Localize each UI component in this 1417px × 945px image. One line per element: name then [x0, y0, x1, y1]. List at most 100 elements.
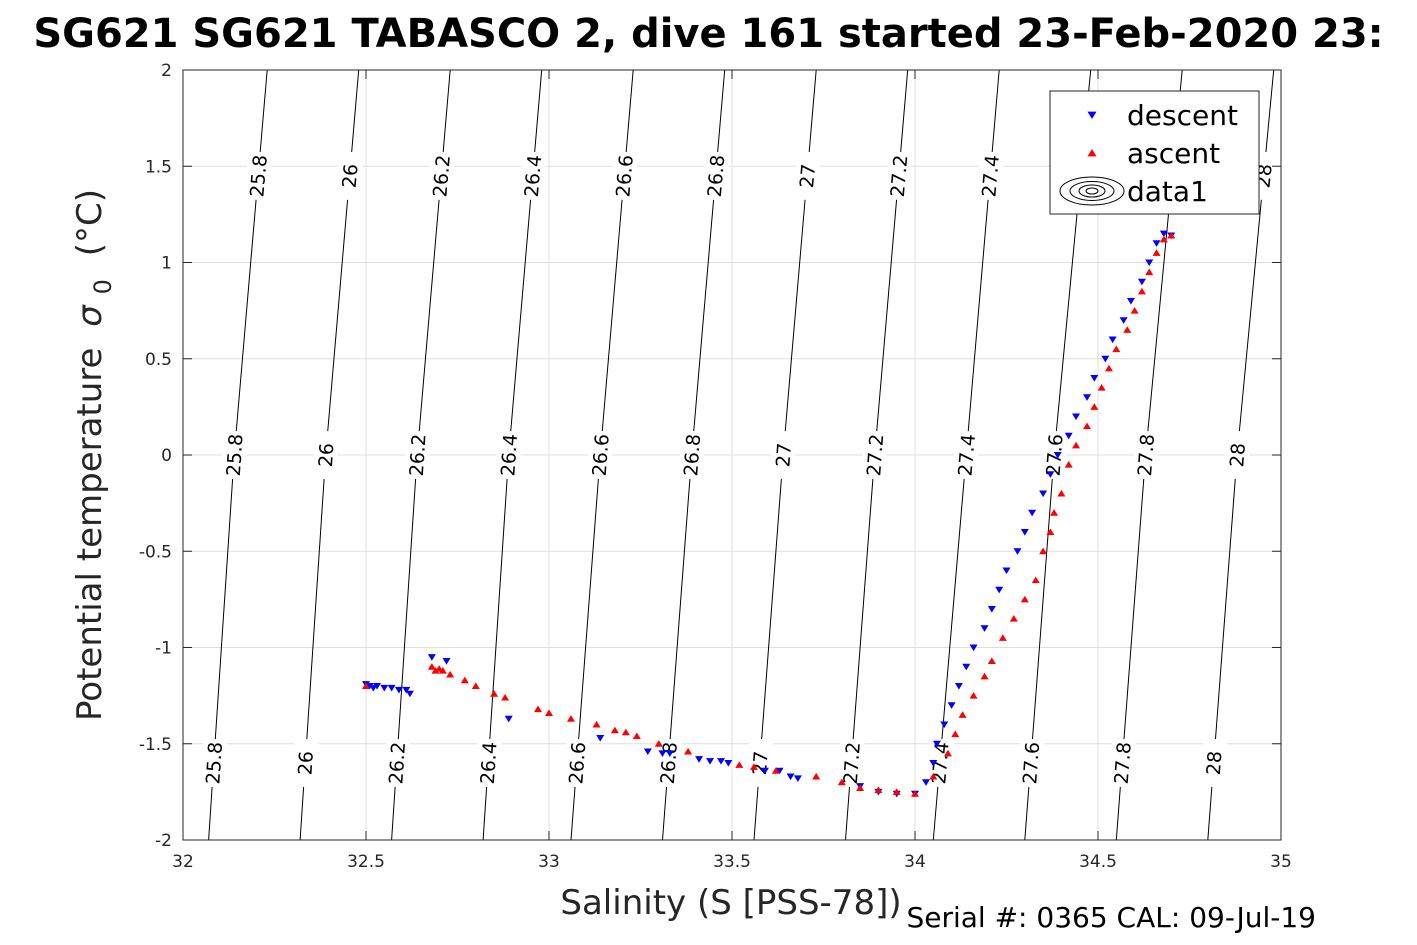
y-axis-label-symbol: σ — [70, 304, 110, 327]
contour-label-group: 27.2 — [860, 430, 889, 480]
contour-label-group: 25.8 — [244, 150, 273, 201]
contour-label-group: 26.4 — [518, 150, 547, 201]
descent-point — [760, 767, 769, 775]
descent-point — [427, 654, 436, 661]
x-tick-label: 35 — [1270, 852, 1292, 872]
legend-contour-icon — [1059, 176, 1125, 206]
ascent-point — [427, 663, 436, 670]
contour-label-background — [677, 430, 706, 480]
contour-label: 26 — [315, 442, 339, 468]
descent-point — [1119, 317, 1128, 324]
contour-label-background — [518, 150, 547, 201]
contour-label-background — [793, 150, 822, 201]
contour-label-group: 26.2 — [383, 738, 411, 788]
descent-point — [1126, 298, 1135, 305]
ascent-point — [1057, 489, 1066, 497]
ascent-point — [1090, 403, 1099, 410]
ascent-point — [446, 670, 455, 678]
ascent-point — [684, 747, 693, 755]
descent-point — [1020, 529, 1029, 536]
contour-label-group: 25.8 — [220, 430, 248, 480]
contour-label-group: 28 — [1223, 430, 1251, 480]
y-tick-label: -0.5 — [139, 542, 172, 562]
descent-point — [658, 750, 667, 757]
contour-label-background — [860, 430, 889, 480]
contour-label-background — [335, 150, 364, 201]
ascent-point — [471, 682, 480, 689]
contour-label-group: 28 — [1199, 738, 1228, 788]
legend: descent ascent data1 — [1049, 90, 1260, 215]
contour-label-group: 27.2 — [884, 150, 913, 201]
ascent-point — [1130, 307, 1139, 314]
descent-point — [995, 586, 1004, 594]
ascent-point — [969, 692, 978, 699]
legend-label-data1: data1 — [1127, 175, 1208, 208]
ascent-point — [856, 784, 865, 792]
contour-label: 27 — [772, 442, 796, 468]
contour-label: 26.2 — [429, 154, 455, 198]
contour-label-group: 26.8 — [677, 430, 706, 480]
contour-label: 26.8 — [680, 433, 705, 477]
contour-label: 26.4 — [497, 433, 522, 477]
ascent-point — [1137, 287, 1146, 295]
descent-point — [1064, 432, 1073, 440]
contour-label-background — [837, 738, 866, 788]
ascent-point — [566, 715, 575, 722]
descent-point — [1046, 471, 1055, 478]
x-tick-label: 33 — [538, 852, 560, 872]
descent-point — [947, 702, 956, 709]
ascent-point — [1072, 441, 1081, 449]
legend-contour-icon — [1085, 187, 1099, 195]
descent-point — [717, 758, 726, 765]
ascent-point — [460, 676, 469, 684]
ascent-point — [1031, 576, 1040, 584]
contour-label-group: 27.8 — [1108, 738, 1136, 788]
ascent-point — [490, 690, 499, 697]
contour-label-background — [976, 150, 1005, 201]
descent-point — [921, 779, 930, 786]
contour-label-group: 27.4 — [925, 738, 954, 788]
contour-label: 27.6 — [1019, 741, 1044, 785]
contour-label-background — [769, 430, 797, 480]
ascent-point — [1050, 509, 1059, 516]
descent-point — [1159, 230, 1168, 238]
contour-label: 27 — [749, 750, 773, 776]
descent-point — [1053, 452, 1062, 459]
contour-label-background — [403, 430, 431, 480]
ascent-point — [892, 788, 901, 795]
legend-marker-ascent — [1087, 148, 1097, 157]
ascent-point — [1145, 268, 1154, 276]
contour-label-group: 26.8 — [701, 150, 730, 201]
descent-point — [1013, 548, 1022, 555]
contour-label-background — [563, 738, 591, 788]
descent-point — [929, 760, 938, 767]
contour-label-background — [1016, 738, 1045, 788]
footer-serial-cal: Serial #: 0365 CAL: 09-Jul-19 — [906, 901, 1316, 934]
contour-label: 27.2 — [863, 433, 888, 477]
descent-point — [940, 721, 949, 729]
ascent-point — [749, 763, 758, 770]
contour-label-background — [220, 430, 248, 480]
contour-label-background — [1223, 430, 1251, 480]
ascent-point — [1123, 326, 1132, 333]
contour-label: 26 — [294, 750, 318, 776]
contour-label-background — [474, 738, 502, 788]
descent-point — [793, 775, 802, 782]
contour-label-group: 27.8 — [1131, 430, 1160, 480]
contour-label-background — [244, 150, 273, 201]
ascent-point — [431, 667, 440, 674]
contour-label-background — [291, 738, 319, 788]
ascent-point — [632, 732, 641, 740]
contour-label: 26.4 — [477, 741, 502, 785]
descent-point — [504, 715, 513, 723]
y-tick-label: 1 — [161, 254, 172, 274]
descent-point — [969, 644, 978, 652]
descent-point — [1083, 394, 1092, 401]
ascent-point — [621, 728, 630, 736]
legend-box — [1049, 90, 1260, 215]
y-tick-label: -2 — [155, 831, 172, 851]
ascent-point — [1112, 345, 1121, 353]
ascent-point — [1159, 235, 1168, 243]
x-tick-label: 32 — [172, 852, 194, 872]
contour-label-background — [586, 430, 614, 480]
